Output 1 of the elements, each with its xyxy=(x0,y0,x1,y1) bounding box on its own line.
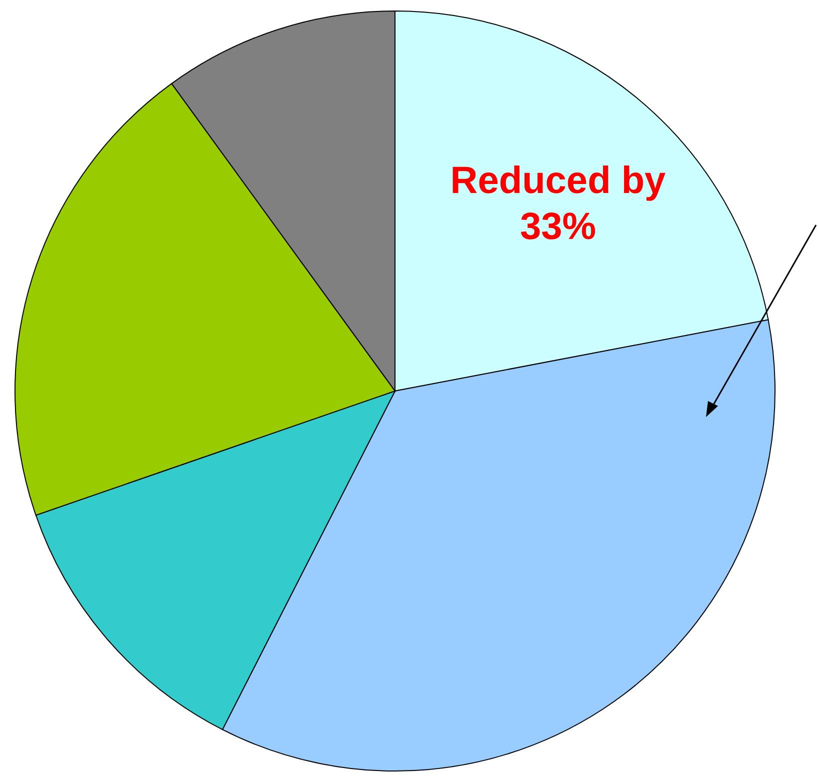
text: Reduced by 33% xyxy=(449,159,667,250)
